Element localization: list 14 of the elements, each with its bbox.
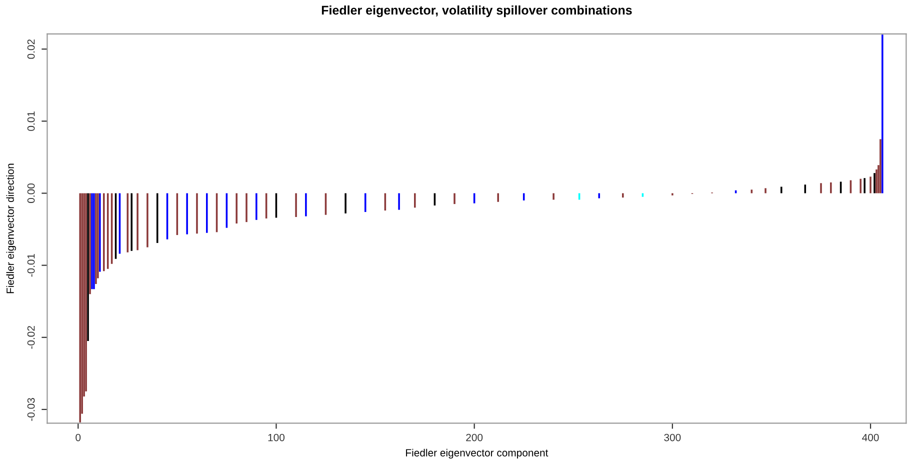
y-tick-label: -0.01 [27,254,35,277]
y-axis-title: Fiedler eigenvector direction [6,164,16,294]
x-tick-label: 400 [862,434,879,442]
y-tick-label: 0.02 [27,39,35,59]
y-tick-label: -0.03 [27,398,35,421]
y-tick-label: 0.00 [27,184,35,203]
y-tick-label: -0.02 [27,326,35,349]
x-axis-title: Fiedler eigenvector component [406,448,548,459]
x-tick-label: 100 [268,434,285,442]
y-tick-label: 0.01 [27,112,35,131]
x-tick-label: 300 [664,434,681,442]
chart-title: Fiedler eigenvector, volatility spillover combinations [322,5,632,18]
x-tick-label: 200 [466,434,483,442]
x-tick-label: 0 [76,434,81,442]
